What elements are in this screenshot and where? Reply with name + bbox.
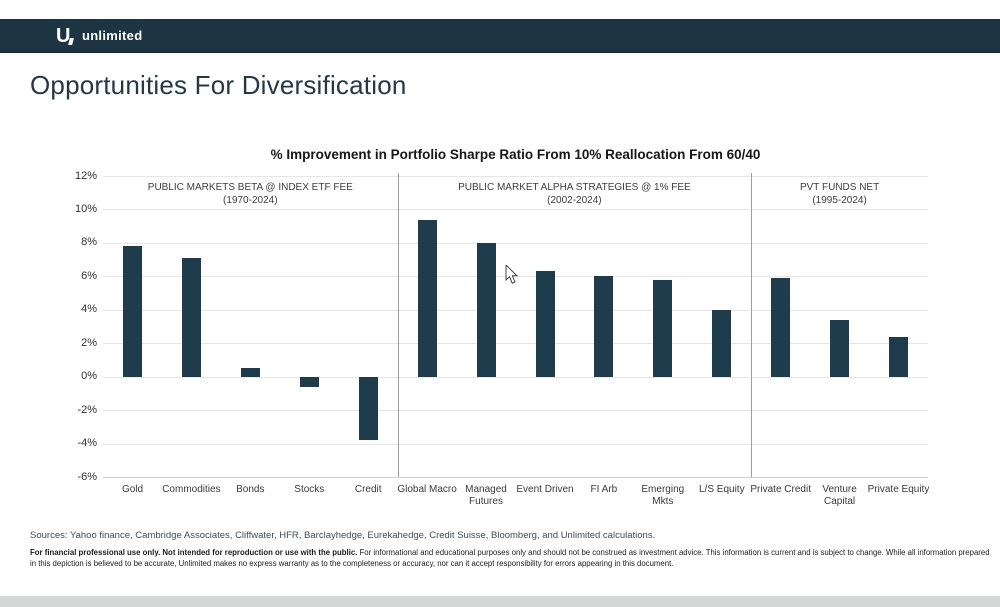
x-axis-label: Event Driven bbox=[516, 484, 574, 495]
y-axis-tick: 10% bbox=[74, 202, 97, 215]
bar bbox=[535, 271, 555, 377]
section-divider bbox=[397, 173, 399, 477]
x-axis-label: Gold bbox=[121, 484, 144, 495]
bar bbox=[594, 276, 614, 377]
bar bbox=[889, 336, 908, 377]
bar bbox=[358, 376, 378, 441]
x-axis-label: Emerging Mkts bbox=[641, 484, 685, 507]
bar bbox=[299, 376, 319, 387]
bar bbox=[712, 309, 732, 377]
x-axis-label: Bonds bbox=[236, 484, 265, 495]
x-axis-label: Managed Futures bbox=[465, 484, 507, 507]
top-nav-bar: U unlimited bbox=[0, 19, 1000, 53]
y-axis-tick: 0% bbox=[81, 370, 97, 383]
bar bbox=[830, 319, 850, 377]
x-axis-label: Commodities bbox=[162, 484, 221, 495]
bar bbox=[771, 278, 791, 377]
y-axis-tick: -6% bbox=[77, 470, 97, 483]
section-divider bbox=[751, 173, 753, 477]
x-axis-label: Stocks bbox=[294, 484, 325, 495]
bar bbox=[417, 219, 437, 377]
bottom-strip bbox=[0, 596, 1000, 607]
y-axis-tick: -4% bbox=[77, 437, 97, 450]
x-axis-label: Global Macro bbox=[397, 484, 457, 495]
y-axis-tick: -2% bbox=[77, 403, 97, 416]
disclaimer-line-2: in this depiction is believed to be accu… bbox=[30, 558, 674, 568]
y-axis-tick: 4% bbox=[81, 303, 97, 316]
y-axis-tick: 8% bbox=[81, 236, 97, 249]
y-axis-tick: 2% bbox=[81, 336, 97, 349]
gridline bbox=[103, 242, 928, 244]
bar bbox=[123, 246, 142, 377]
section-header: PUBLIC MARKETS BETA @ INDEX ETF FEE (197… bbox=[147, 182, 353, 206]
page-title: Opportunities For Diversification bbox=[30, 70, 407, 100]
x-axis-label: Private Credit bbox=[750, 484, 811, 495]
x-axis-label: Venture Capital bbox=[822, 484, 857, 507]
gridline bbox=[103, 176, 928, 177]
gridline bbox=[103, 410, 928, 412]
x-axis-label: L/S Equity bbox=[699, 484, 745, 495]
section-header: PUBLIC MARKET ALPHA STRATEGIES @ 1% FEE … bbox=[458, 182, 691, 206]
x-axis-label: FI Arb bbox=[590, 484, 618, 495]
disclaimer-line-1: For financial professional use only. Not… bbox=[30, 548, 990, 559]
gridline bbox=[103, 443, 928, 445]
x-axis-label: Private Equity bbox=[867, 484, 930, 495]
gridline bbox=[103, 376, 928, 378]
unlimited-logo-icon: U bbox=[56, 26, 74, 46]
gridline bbox=[103, 276, 928, 278]
disclaimer-bold-part: For financial professional use only. Not… bbox=[30, 548, 358, 557]
bar bbox=[653, 279, 673, 377]
mouse-cursor-icon bbox=[505, 265, 519, 284]
gridline bbox=[103, 209, 928, 211]
gridline bbox=[103, 309, 928, 311]
gridline bbox=[103, 477, 928, 478]
y-axis-tick: 12% bbox=[74, 169, 97, 182]
x-axis-label: Credit bbox=[354, 484, 382, 495]
brand-label: unlimited bbox=[81, 28, 143, 43]
sources-text: Sources: Yahoo finance, Cambridge Associ… bbox=[30, 530, 656, 541]
chart-title: % Improvement in Portfolio Sharpe Ratio … bbox=[270, 147, 761, 162]
bar bbox=[181, 257, 201, 377]
disclaimer-regular-part: For informational and educational purpos… bbox=[357, 548, 990, 557]
gridline bbox=[103, 343, 928, 345]
bar bbox=[240, 368, 260, 377]
disclaimer-text: For financial professional use only. Not… bbox=[30, 548, 990, 569]
y-axis-tick: 6% bbox=[81, 269, 97, 282]
section-header: PVT FUNDS NET (1995-2024) bbox=[799, 182, 880, 206]
bar bbox=[476, 242, 496, 377]
